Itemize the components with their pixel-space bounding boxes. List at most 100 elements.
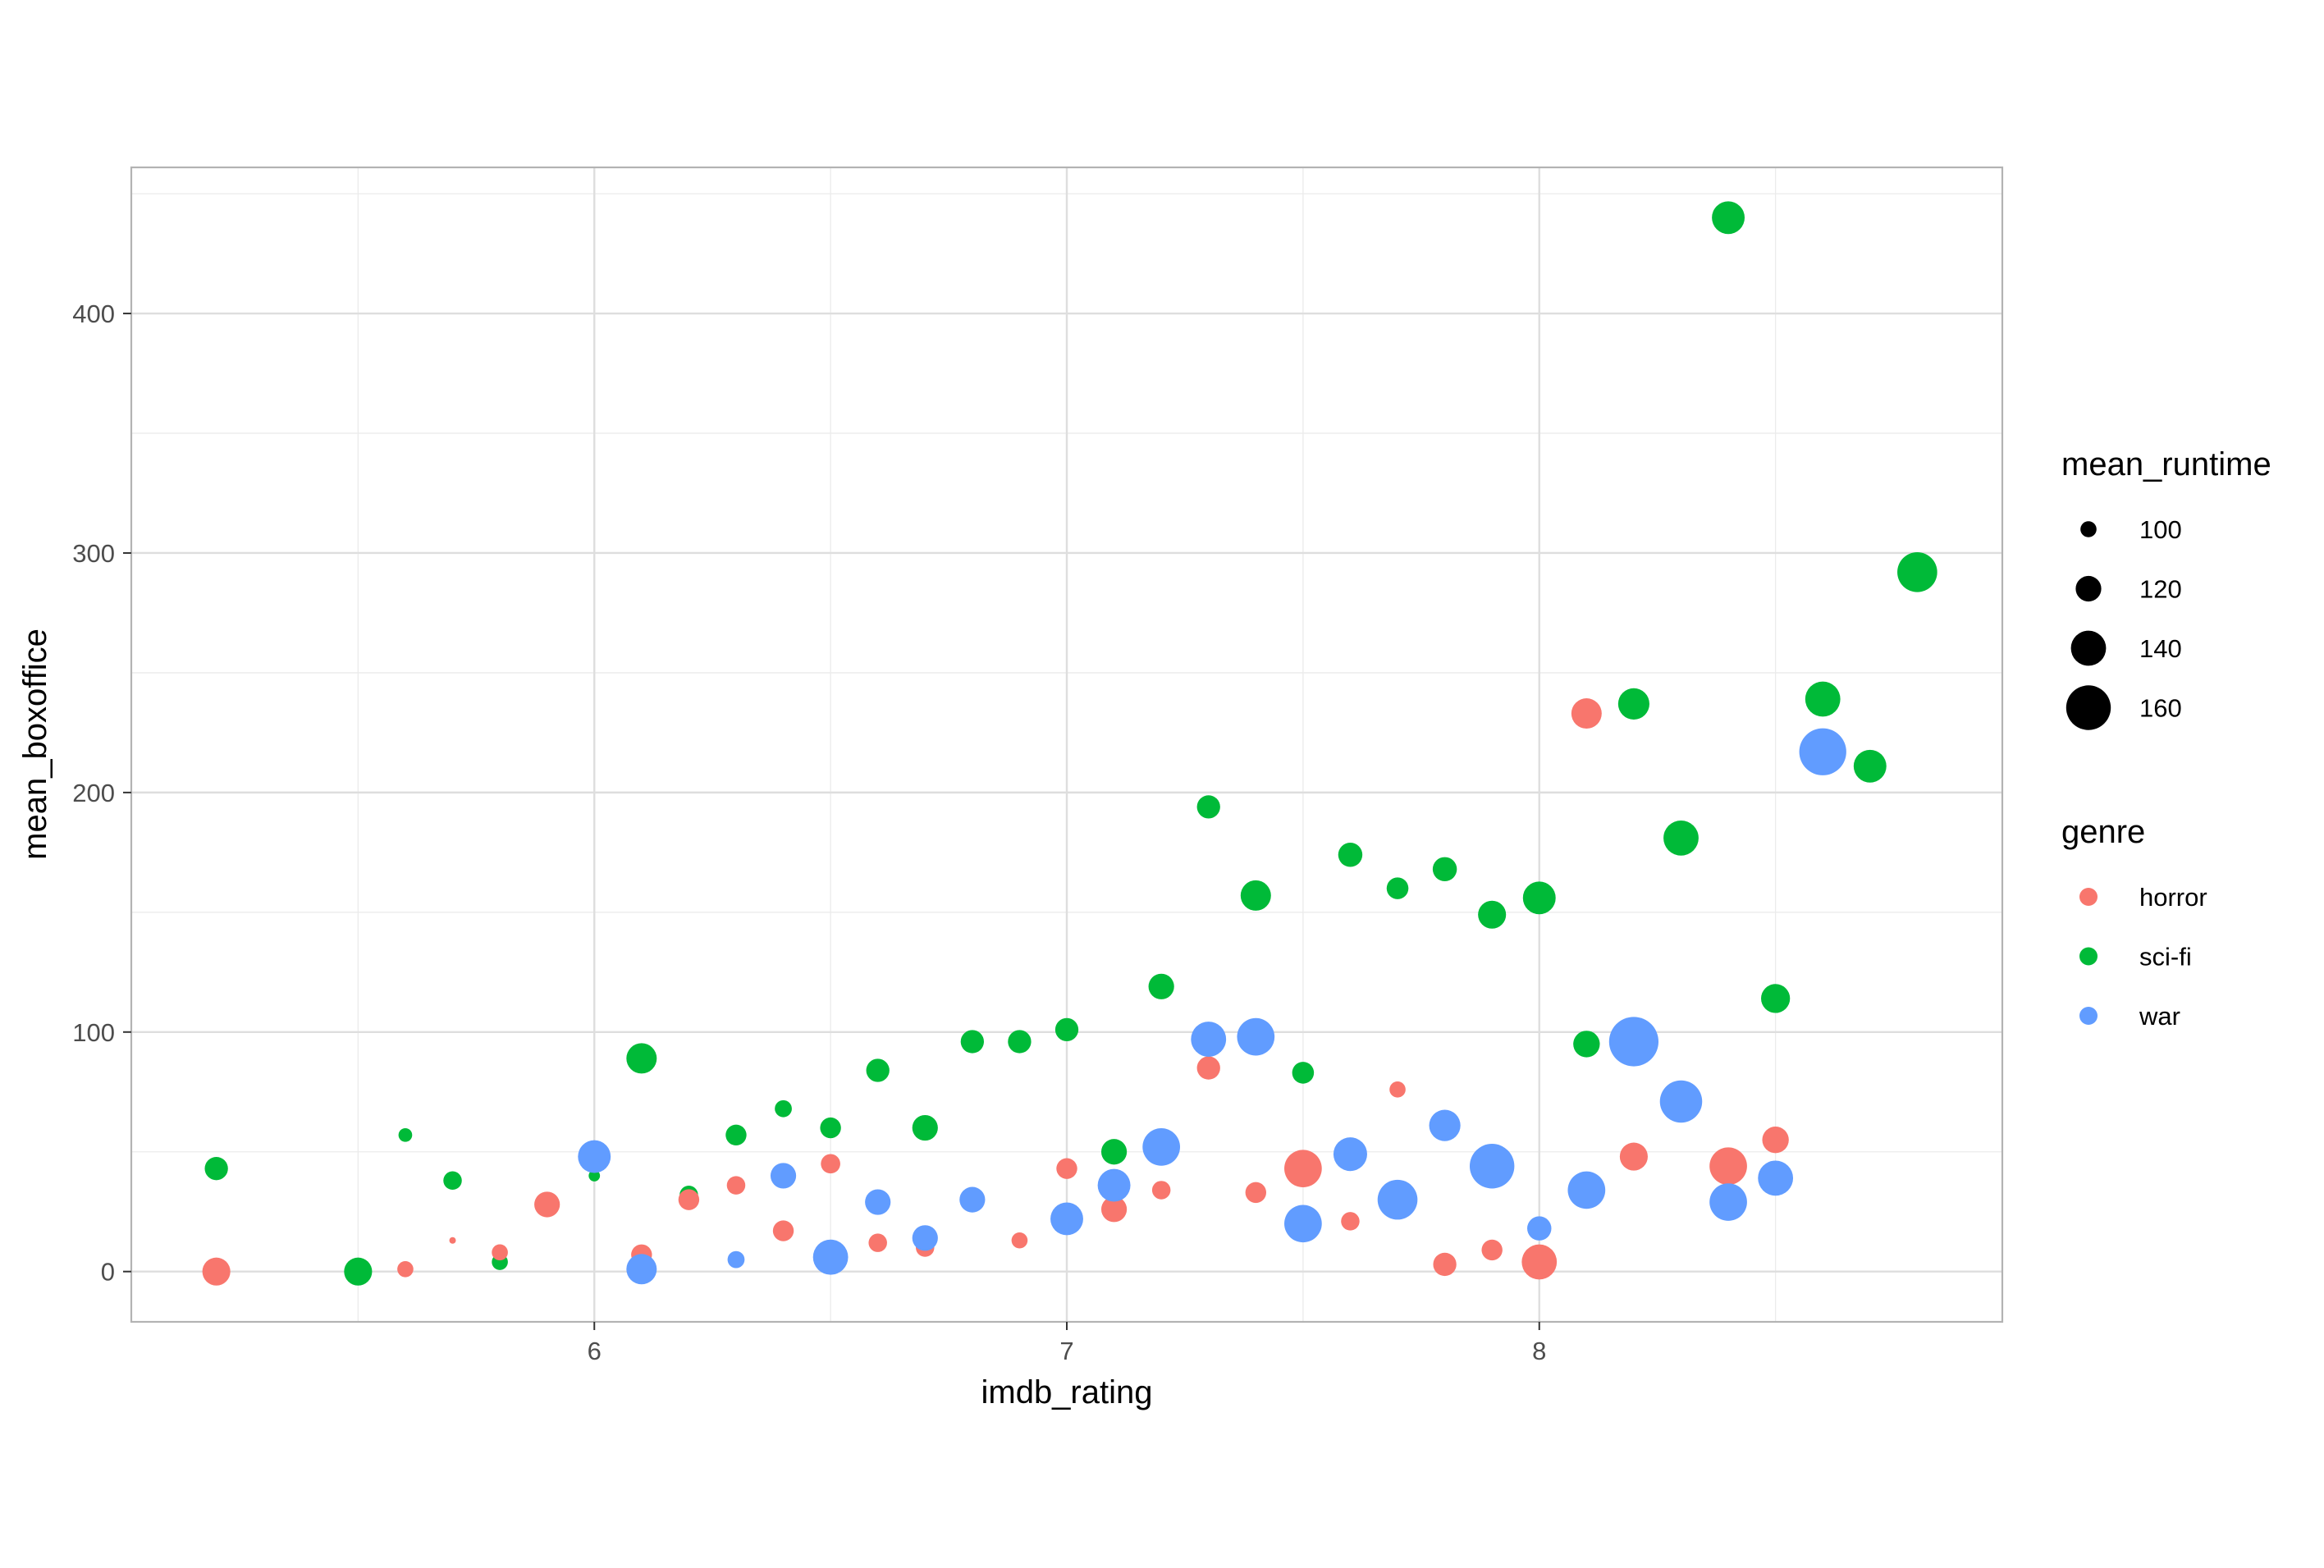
y-tick-label: 100	[72, 1018, 115, 1047]
data-point-war	[1237, 1017, 1275, 1056]
y-tick-label: 400	[72, 299, 115, 328]
data-point-war	[1527, 1216, 1552, 1241]
data-point-sci-fi	[1054, 1017, 1079, 1042]
data-point-sci-fi	[725, 1124, 747, 1146]
y-axis-title: mean_boxoffice	[17, 629, 53, 860]
data-point-sci-fi	[1240, 880, 1271, 911]
data-point-sci-fi	[1338, 843, 1363, 867]
data-point-war	[626, 1254, 657, 1285]
size-legend-key	[2066, 685, 2111, 730]
size-legend-label: 140	[2139, 634, 2182, 663]
data-point-sci-fi	[1196, 795, 1220, 819]
data-point-horror	[821, 1154, 840, 1174]
data-point-war	[1429, 1109, 1461, 1141]
data-point-horror	[1341, 1212, 1360, 1231]
data-point-sci-fi	[1712, 201, 1745, 235]
data-point-war	[770, 1163, 797, 1189]
data-point-horror	[492, 1244, 508, 1261]
data-point-war	[1284, 1205, 1322, 1243]
size-legend-title: mean_runtime	[2061, 446, 2271, 482]
data-point-horror	[868, 1233, 887, 1252]
data-point-horror	[1433, 1252, 1457, 1277]
data-point-sci-fi	[1008, 1030, 1032, 1054]
data-point-horror	[1521, 1244, 1558, 1280]
data-point-sci-fi	[820, 1117, 841, 1139]
data-point-war	[1659, 1080, 1703, 1123]
major-gridlines	[131, 167, 2002, 1322]
data-point-horror	[534, 1191, 560, 1218]
data-point-horror	[1389, 1081, 1406, 1098]
size-legend-key	[2080, 521, 2097, 537]
data-point-war	[812, 1239, 849, 1275]
data-point-sci-fi	[344, 1257, 373, 1286]
data-point-horror	[1284, 1150, 1322, 1188]
data-point-horror	[1245, 1182, 1267, 1204]
data-point-horror	[449, 1237, 456, 1244]
data-point-war	[1142, 1128, 1181, 1166]
color-legend-entries: horror sci-fi war	[2079, 883, 2207, 1031]
data-point-war	[1469, 1144, 1515, 1189]
data-point-war	[1050, 1202, 1083, 1236]
data-point-horror	[1056, 1158, 1077, 1179]
data-point-war	[727, 1250, 745, 1269]
size-legend-label: 160	[2139, 694, 2182, 723]
data-point-horror	[726, 1176, 746, 1195]
color-legend-key	[2079, 947, 2098, 966]
data-point-war	[1608, 1017, 1659, 1067]
color-legend-label: war	[2139, 1002, 2180, 1031]
data-point-sci-fi	[204, 1157, 228, 1181]
data-point-sci-fi	[866, 1058, 890, 1082]
data-point-sci-fi	[1897, 552, 1937, 592]
data-point-sci-fi	[1522, 881, 1556, 915]
data-point-horror	[1011, 1232, 1028, 1249]
size-legend-label: 120	[2139, 575, 2182, 604]
data-point-sci-fi	[1853, 749, 1887, 783]
color-legend-title: genre	[2061, 814, 2145, 850]
size-legend-label: 100	[2139, 515, 2182, 544]
data-point-sci-fi	[1478, 900, 1507, 929]
color-legend-key	[2079, 1007, 2098, 1025]
data-point-sci-fi	[1663, 820, 1699, 856]
data-point-war	[912, 1225, 938, 1251]
data-point-war	[578, 1140, 611, 1173]
size-legend-key	[2075, 575, 2102, 602]
data-point-war	[1377, 1179, 1418, 1220]
size-legend-entries: 100 120 140 160	[2066, 515, 2182, 730]
size-legend-key	[2070, 630, 2107, 666]
y-tick-label: 0	[101, 1258, 115, 1287]
data-point-sci-fi	[1805, 681, 1841, 717]
data-points	[202, 201, 1937, 1286]
data-point-sci-fi	[443, 1171, 462, 1191]
data-point-horror	[678, 1189, 700, 1210]
data-point-sci-fi	[1761, 984, 1791, 1013]
y-axis-ticks: 0 100 200 300 400	[72, 299, 131, 1287]
data-point-war	[1758, 1160, 1794, 1196]
data-point-sci-fi	[912, 1114, 938, 1141]
color-legend-label: sci-fi	[2139, 943, 2192, 971]
data-point-war	[1567, 1171, 1606, 1209]
data-point-horror	[1151, 1181, 1171, 1200]
x-axis-title: imdb_rating	[981, 1374, 1152, 1410]
x-axis-ticks: 6 7 8	[588, 1322, 1546, 1365]
data-point-horror	[1571, 698, 1602, 729]
data-point-sci-fi	[1386, 877, 1409, 899]
data-point-war	[1799, 728, 1846, 775]
x-tick-label: 6	[588, 1337, 602, 1365]
data-point-horror	[202, 1257, 231, 1286]
data-point-horror	[1481, 1239, 1503, 1261]
x-tick-label: 7	[1059, 1337, 1073, 1365]
data-point-sci-fi	[1432, 857, 1457, 882]
data-point-horror	[1709, 1147, 1747, 1186]
data-point-war	[1333, 1137, 1367, 1172]
data-point-sci-fi	[1617, 688, 1649, 720]
x-tick-label: 8	[1532, 1337, 1546, 1365]
y-tick-label: 300	[72, 539, 115, 568]
data-point-sci-fi	[775, 1099, 792, 1118]
data-point-sci-fi	[398, 1127, 413, 1142]
data-point-horror	[1762, 1126, 1789, 1154]
data-point-war	[865, 1189, 891, 1215]
data-point-sci-fi	[588, 1170, 601, 1182]
data-point-horror	[1100, 1196, 1128, 1223]
legend: mean_runtime 100 120 140 160 genre horror sc…	[2061, 446, 2271, 1031]
data-point-war	[1191, 1022, 1227, 1057]
